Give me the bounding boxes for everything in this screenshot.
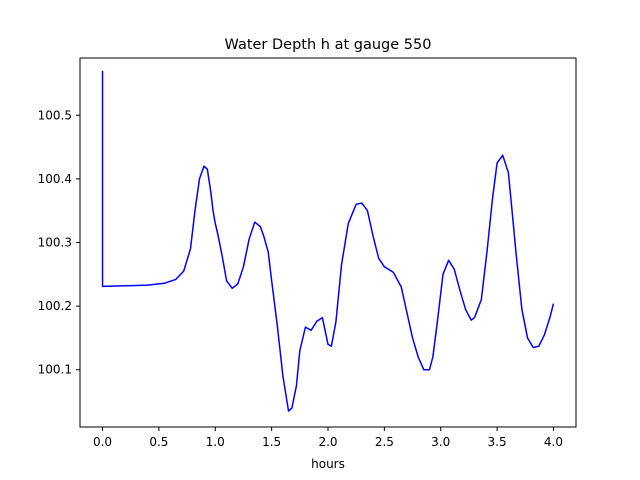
x-tick-label: 0.5: [149, 435, 168, 449]
x-axis-label: hours: [311, 457, 345, 471]
x-tick-label: 4.0: [544, 435, 563, 449]
plot-series: [101, 70, 555, 412]
x-tick-label: 1.0: [206, 435, 225, 449]
y-tick-label: 100.4: [38, 172, 72, 186]
x-tick-label: 2.0: [318, 435, 337, 449]
series-line-0: [101, 70, 555, 412]
x-tick-label: 0.0: [93, 435, 112, 449]
x-tick-label: 3.5: [488, 435, 507, 449]
y-axis-ticks: 100.1 100.2 100.3 100.4 100.5: [38, 108, 80, 377]
x-axis-ticks: 0.0 0.5 1.0 1.5 2.0 2.5 3.0 3.5 4.0: [93, 427, 563, 449]
y-tick-label: 100.2: [38, 299, 72, 313]
x-tick-label: 2.5: [375, 435, 394, 449]
chart-title: Water Depth h at gauge 550: [225, 37, 432, 53]
x-tick-label: 1.5: [262, 435, 281, 449]
y-tick-label: 100.1: [38, 363, 72, 377]
y-tick-label: 100.3: [38, 236, 72, 250]
x-tick-label: 3.0: [431, 435, 450, 449]
y-tick-label: 100.5: [38, 108, 72, 122]
